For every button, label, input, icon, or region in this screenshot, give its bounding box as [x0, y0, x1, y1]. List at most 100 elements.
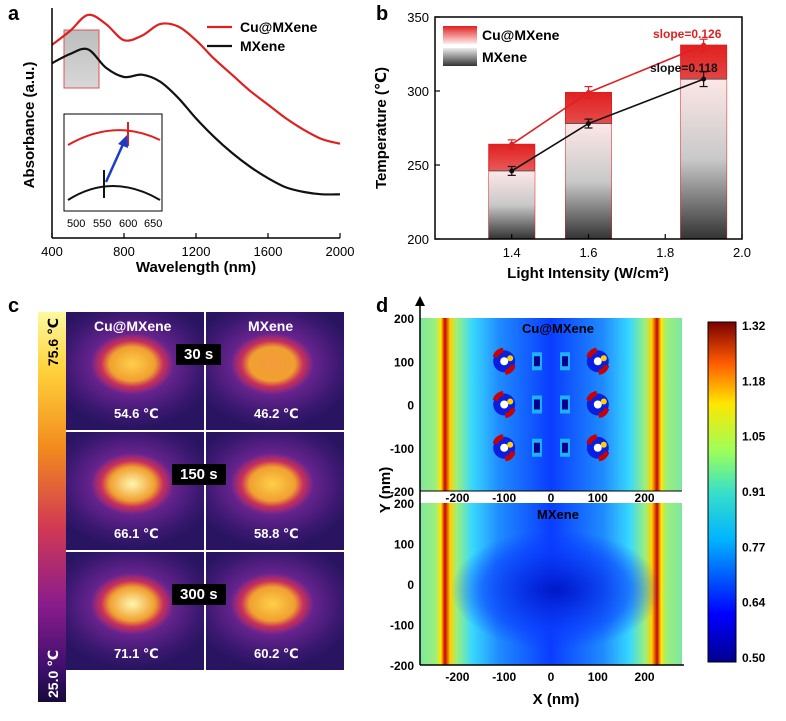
hotspot-glint — [600, 355, 607, 362]
inset-arrow — [104, 141, 126, 183]
hotspot-glint — [507, 398, 514, 405]
panel-d-y-tick-label: -200 — [390, 485, 414, 499]
panel-a-letter: a — [8, 3, 20, 25]
panel-b-y-ticks: 200 250 300 350 — [407, 10, 440, 247]
hotspot-center — [593, 443, 602, 452]
panel-d-x-tick-label: 200 — [635, 670, 655, 684]
panel-a-xlabel: Wavelength (nm) — [136, 259, 256, 275]
panel-d-y-tick-label: 0 — [407, 399, 414, 413]
colorbar-tick-label: 1.18 — [742, 374, 766, 388]
ir-time-label: 300 s — [172, 584, 226, 605]
colorbar-tick-label: 0.77 — [742, 540, 766, 554]
hotspot-glint — [507, 355, 514, 362]
panel-d-x-tick-label: 0 — [548, 670, 555, 684]
bar-mx — [680, 79, 727, 239]
colorbar — [707, 321, 737, 663]
panel-b-x-tick-label: 1.6 — [579, 245, 597, 260]
slope-mx-label: slope=0.118 — [650, 61, 718, 75]
hotspot-weak-core — [533, 442, 540, 453]
mxene-line — [51, 47, 341, 196]
panel-a-x-tick-label: 1600 — [254, 244, 283, 259]
ir-temp-label: 71.1 ℃ — [114, 646, 159, 661]
ir-image-cu-mxene: 54.6 ℃ Cu@MXene — [66, 312, 204, 430]
panel-d-y-arrow — [415, 296, 425, 306]
ir-temp-label: 54.6 ℃ — [114, 406, 159, 421]
heatmap-mx-label: MXene — [537, 507, 579, 522]
panel-c-scale: c 75.6 ℃ 25.0 ℃ — [8, 295, 66, 702]
panel-b-xlabel: Light Intensity (W/cm²) — [507, 265, 669, 282]
panel-d-y-tick-label: 200 — [394, 312, 414, 326]
panel-d-mid-x-tick-label: -100 — [492, 491, 516, 505]
hotspot-center — [593, 400, 602, 409]
panel-b-x-tick-label: 2.0 — [733, 245, 751, 260]
hotspot-glint — [600, 398, 607, 405]
cu-mxene-line — [51, 13, 341, 145]
hotspot-ring — [598, 364, 610, 375]
panel-a-x-tick-label: 2000 — [326, 244, 355, 259]
colorbar-tick-label: 1.32 — [742, 319, 766, 333]
ir-image-mxene: 46.2 ℃ MXene — [206, 312, 344, 430]
ir-temp-label: 60.2 ℃ — [254, 646, 299, 661]
ir-temp-label: 46.2 ℃ — [254, 406, 299, 421]
hotspot-center — [593, 357, 602, 366]
panel-d-y-tick-label: -100 — [390, 442, 414, 456]
legend-cu: Cu@MXene — [240, 19, 318, 35]
colorbar-tick-label: 0.91 — [742, 485, 766, 499]
data-point — [701, 42, 707, 48]
ir-image-cu-mxene: 71.1 ℃ — [66, 552, 204, 670]
panel-b-y-tick-label: 250 — [407, 158, 429, 173]
panel-d-y-tick-label: 100 — [394, 538, 414, 552]
panel-d-y-tick-label: 100 — [394, 355, 414, 369]
panel-b-x-tick-label: 1.4 — [503, 245, 521, 260]
hotspot-glint — [507, 441, 514, 448]
panel-a: a 500 550 600 650 400 800 1200 1600 2000 Wav… — [8, 3, 355, 275]
ir-col-header: Cu@MXene — [94, 318, 172, 334]
bar-mx — [565, 123, 612, 239]
legend-b-mx: MXene — [482, 49, 527, 65]
panel-a-inset: 500 550 600 650 — [63, 113, 163, 230]
panel-d-ylabel: Y (nm) — [377, 467, 394, 513]
ir-image-cu-mxene: 66.1 ℃ — [66, 432, 204, 550]
ir-color-scale — [38, 312, 66, 702]
colorbar-tick-label: 1.05 — [742, 430, 766, 444]
hotspot-ring — [586, 347, 598, 359]
panel-b-y-tick-label: 350 — [407, 10, 429, 25]
inset-arrowhead — [118, 135, 128, 148]
panel-a-highlight-box — [63, 29, 100, 89]
panel-b-ylabel: Temperature (℃) — [373, 67, 390, 189]
inset-tick: 500 — [67, 218, 85, 230]
ir-image-mxene: 60.2 ℃ — [206, 552, 344, 670]
panel-d-mid-x-tick-label: 100 — [588, 491, 608, 505]
legend-mx: MXene — [240, 38, 285, 54]
panel-a-ylabel: Absorbance (a.u.) — [21, 62, 38, 189]
panel-d-ticks: 2001000-100-2002001000-100-200-200-200-1… — [390, 312, 655, 684]
panel-d-mid-x-tick-label: -200 — [445, 491, 469, 505]
hotspot-weak-core — [562, 399, 569, 410]
hotspot-ring — [504, 450, 516, 462]
panel-d-x-tick-label: 100 — [588, 670, 608, 684]
hotspot-weak-core — [533, 399, 540, 410]
panel-d-x-tick-label: -100 — [492, 670, 516, 684]
inset-tick: 650 — [144, 218, 162, 230]
panel-b-bars — [488, 44, 728, 240]
panel-b-fit-lines — [507, 38, 708, 176]
panel-d-y-tick-label: 0 — [407, 578, 414, 592]
panel-a-x-tick-label: 1200 — [182, 244, 211, 259]
panel-b-x-ticks: 1.4 1.6 1.8 2.0 — [503, 234, 751, 260]
hotspot-weak-core — [562, 356, 569, 367]
panel-c: c 75.6 ℃ 25.0 ℃ 54.6 ℃ Cu@MXene 46.2 ℃ MXen… — [0, 290, 380, 721]
hotspot-ring — [492, 347, 504, 359]
panel-b: b 200 250 300 350 1.4 1.6 1.8 2.0 Light Intens… — [373, 3, 751, 282]
hotspot-ring — [598, 407, 610, 418]
panel-b-letter: b — [376, 3, 388, 25]
slope-cu-label: slope=0.126 — [653, 27, 722, 41]
colorbar-tick-label: 0.64 — [742, 596, 766, 610]
hotspot-glint — [600, 441, 607, 448]
heatmap-cu-label: Cu@MXene — [522, 321, 594, 336]
colorbar-tick-label: 0.50 — [742, 651, 766, 665]
heatmap-cu — [420, 318, 682, 491]
ir-time-label: 150 s — [172, 464, 226, 485]
bar-mx — [488, 170, 535, 239]
panel-d-mid-x-tick-label: 200 — [635, 491, 655, 505]
hotspot-ring — [492, 391, 504, 402]
